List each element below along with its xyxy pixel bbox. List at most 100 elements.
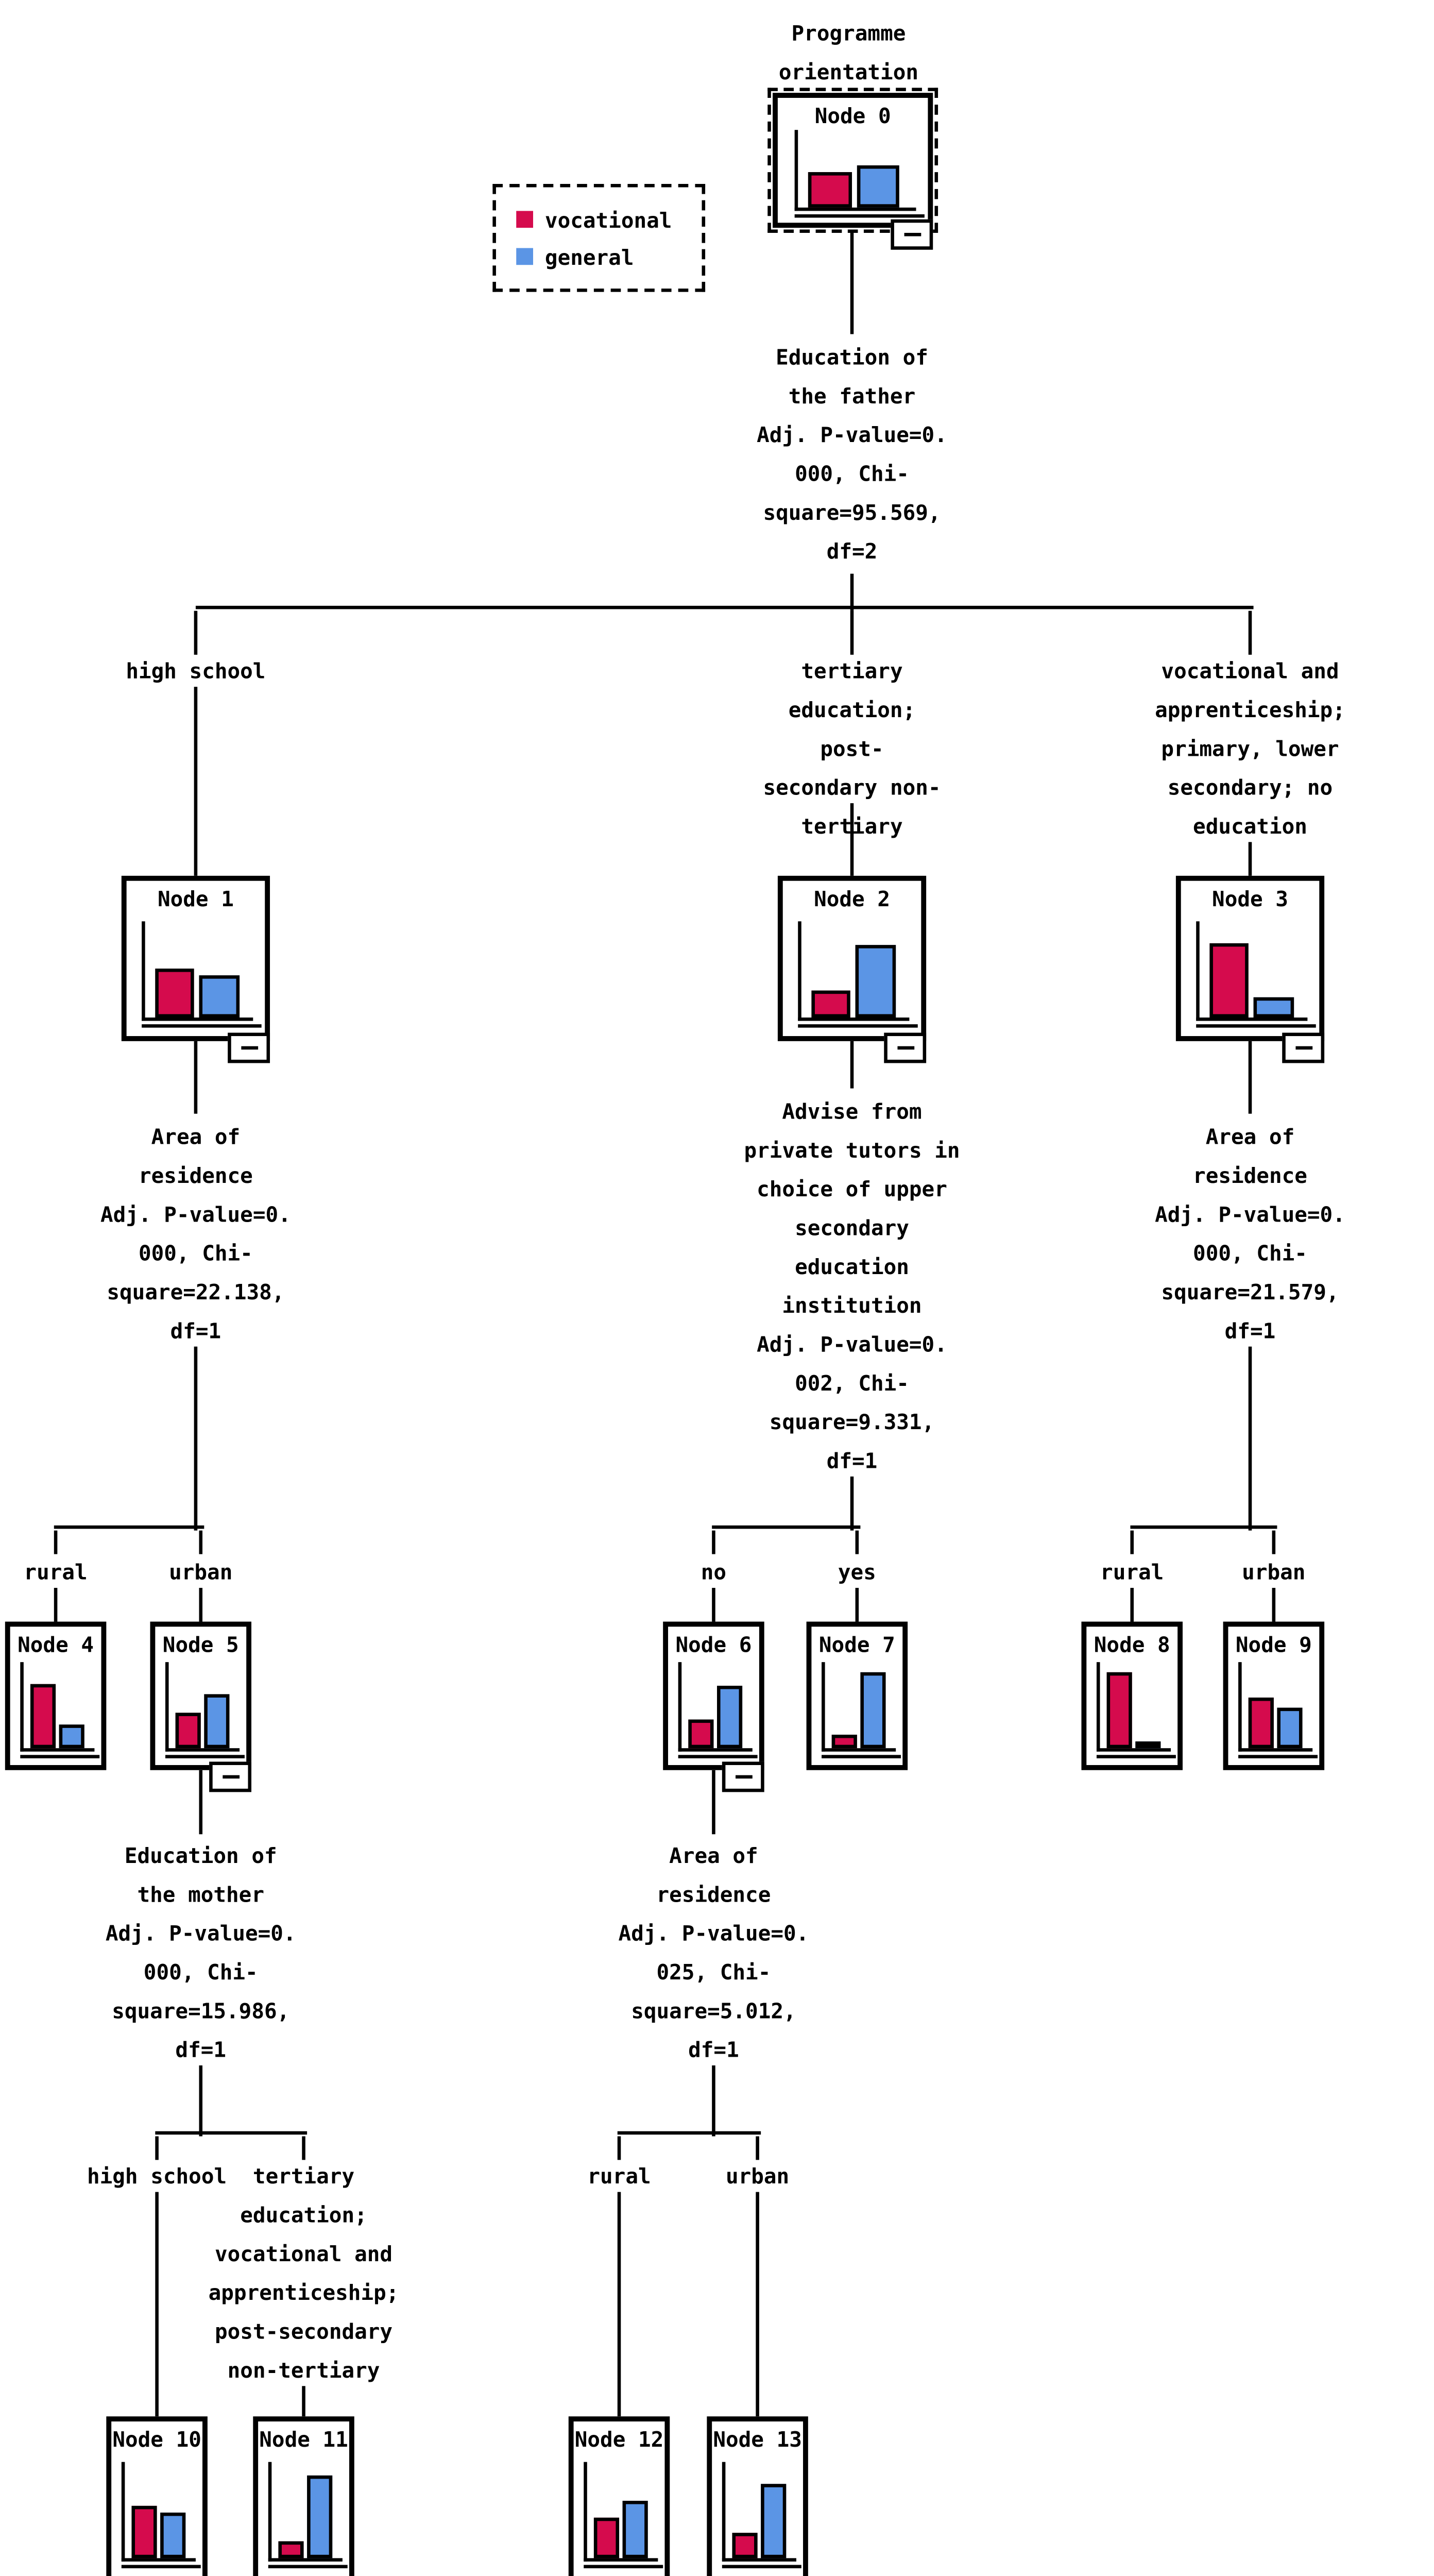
split-text-line: Education of <box>776 344 928 370</box>
node-1[interactable]: Node 1 <box>121 875 270 1063</box>
branch-label-line: primary, lower <box>1161 736 1339 761</box>
collapse-button[interactable] <box>884 1032 927 1063</box>
node-0-title: Node 0 <box>814 103 891 128</box>
node-0[interactable]: Node 0 <box>773 93 933 250</box>
connector-line <box>617 2131 761 2135</box>
node-1-bar-chart <box>142 921 263 1027</box>
branch-label-node1: high school <box>111 651 280 690</box>
vocational-bar <box>688 1719 714 1748</box>
connector-line <box>850 1476 854 1531</box>
split-text-line: df=1 <box>175 2037 227 2062</box>
branch-label-node5: urban <box>150 1552 252 1591</box>
general-bar <box>1254 998 1293 1018</box>
branch-label-line: rural <box>587 2163 651 2189</box>
branch-label-line: urban <box>1242 1559 1306 1585</box>
split-text-line: 002, Chi- <box>795 1370 909 1396</box>
split-text-line: residence <box>1193 1162 1307 1188</box>
connector-line <box>712 1525 861 1529</box>
split-text-line: df=1 <box>688 2037 739 2062</box>
node-2[interactable]: Node 2 <box>777 875 927 1063</box>
connector-line <box>1248 611 1252 655</box>
node-1-title: Node 1 <box>157 886 234 911</box>
split-text-line: Adj. P-value=0. <box>105 1920 296 1946</box>
connector-line <box>194 1041 198 1114</box>
node-4-bar-chart <box>20 1663 99 1757</box>
vocational-bar <box>278 2541 304 2558</box>
node-3[interactable]: Node 3 <box>1175 875 1325 1063</box>
node-5[interactable]: Node 5 <box>150 1621 252 1792</box>
split-text-line: square=5.012, <box>631 1997 796 2024</box>
node-6-title: Node 6 <box>675 1632 752 1657</box>
node-8[interactable]: Node 8 <box>1081 1621 1183 1770</box>
split-text-node2: Advise from private tutors in choice of up… <box>717 1092 987 1480</box>
split-text-line: 000, Chi- <box>1193 1240 1307 1266</box>
general-bar <box>716 1685 743 1748</box>
chart-title: Programme orientation <box>744 13 953 91</box>
branch-label-line: non-tertiary <box>227 2357 380 2383</box>
connector-line <box>302 2136 305 2160</box>
general-bar <box>199 975 239 1018</box>
connector-line <box>850 611 854 655</box>
split-text-line: square=21.579, <box>1161 1279 1339 1304</box>
split-text-line: Education of <box>124 1842 277 1868</box>
node-7-title: Node 7 <box>818 1632 895 1657</box>
node-10[interactable]: Node 10 <box>106 2416 208 2576</box>
vocational-bar <box>131 2506 157 2558</box>
node-11[interactable]: Node 11 <box>253 2416 354 2576</box>
node-5-bar-chart <box>165 1663 244 1757</box>
node-11-title: Node 11 <box>259 2426 348 2452</box>
split-text-line: residence <box>138 1162 253 1188</box>
legend-label-general: general <box>544 244 634 269</box>
node-6[interactable]: Node 6 <box>663 1621 764 1792</box>
connector-line <box>199 2065 203 2137</box>
node-7[interactable]: Node 7 <box>806 1621 908 1770</box>
split-text-node5: Education of the mother Adj. P-value=0. 000… <box>82 1836 319 2069</box>
collapse-button[interactable] <box>1282 1032 1325 1063</box>
split-text-line: square=15.986, <box>112 1997 290 2024</box>
general-bar <box>1276 1707 1303 1748</box>
node-7-bar-chart <box>821 1663 900 1757</box>
collapse-button[interactable] <box>891 219 933 250</box>
chart-title-line1: Programme <box>791 20 906 46</box>
node-11-bar-chart <box>268 2462 347 2568</box>
branch-label-node7: yes <box>807 1552 908 1591</box>
vocational-swatch-icon <box>516 211 533 228</box>
connector-line <box>617 2192 621 2417</box>
connector-line <box>199 1530 203 1554</box>
connector-line <box>617 2136 621 2160</box>
branch-label-node10: high school <box>73 2157 242 2195</box>
node-4-title: Node 4 <box>18 1632 94 1657</box>
branch-label-line: rural <box>24 1559 88 1585</box>
vocational-bar <box>808 172 851 207</box>
collapse-button[interactable] <box>722 1761 764 1792</box>
split-text-line: choice of upper <box>757 1176 947 1202</box>
node-4[interactable]: Node 4 <box>5 1621 107 1770</box>
connector-line <box>155 2131 308 2135</box>
node-13[interactable]: Node 13 <box>707 2416 808 2576</box>
split-text-line: df=1 <box>1224 1318 1276 1344</box>
node-8-title: Node 8 <box>1094 1632 1170 1657</box>
node-10-bar-chart <box>121 2462 200 2568</box>
branch-label-node12: rural <box>569 2157 670 2195</box>
connector-line <box>850 573 854 611</box>
branch-label-node6: no <box>663 1552 764 1591</box>
split-text-line: the father <box>788 383 916 409</box>
split-text-line: Adj. P-value=0. <box>1155 1201 1345 1227</box>
minus-icon <box>735 1775 752 1779</box>
connector-line <box>756 2192 759 2417</box>
connector-line <box>712 1530 715 1554</box>
vocational-bar <box>155 969 195 1018</box>
node-0-bar-chart <box>794 130 925 218</box>
general-bar <box>622 2501 648 2558</box>
split-text-line: institution <box>782 1292 922 1318</box>
split-text-line: residence <box>656 1881 771 1907</box>
node-12[interactable]: Node 12 <box>568 2416 670 2576</box>
split-text-line: Adj. P-value=0. <box>100 1201 291 1227</box>
branch-label-node3: vocational and apprenticeship; primary, lo… <box>1149 651 1351 845</box>
branch-label-line: vocational and <box>214 2241 393 2266</box>
split-text-line: 025, Chi- <box>656 1959 771 1985</box>
node-9[interactable]: Node 9 <box>1223 1621 1325 1770</box>
collapse-button[interactable] <box>228 1032 270 1063</box>
collapse-button[interactable] <box>209 1761 252 1792</box>
vocational-bar <box>811 990 851 1018</box>
